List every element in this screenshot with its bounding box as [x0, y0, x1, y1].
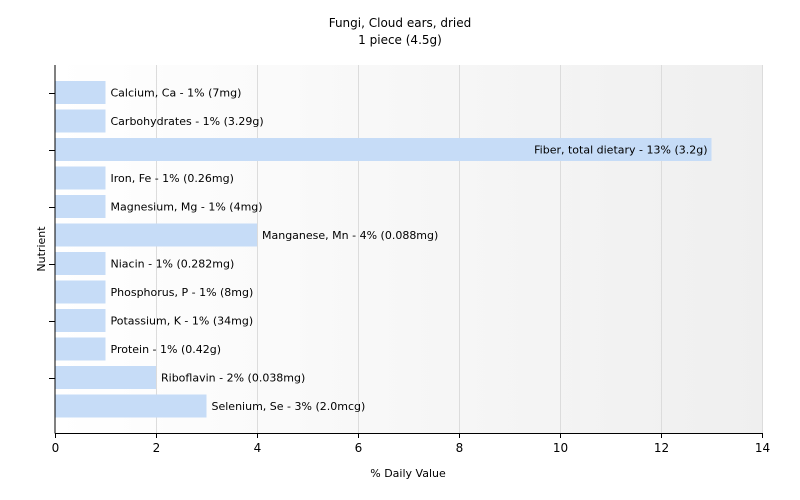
x-tick-label-6: 6 — [355, 441, 363, 455]
bar-label-8: Potassium, K - 1% (34mg) — [111, 315, 254, 328]
bar-2 — [55, 138, 712, 161]
bar-label-2: Fiber, total dietary - 13% (3.2g) — [534, 144, 707, 157]
x-tick-label-8: 8 — [456, 441, 464, 455]
bar-label-7: Phosphorus, P - 1% (8mg) — [111, 286, 254, 299]
bar-label-4: Magnesium, Mg - 1% (4mg) — [111, 201, 263, 214]
x-tick-label-0: 0 — [52, 441, 60, 455]
bar-8 — [55, 309, 106, 332]
bar-label-6: Niacin - 1% (0.282mg) — [111, 258, 235, 271]
bar-label-5: Manganese, Mn - 4% (0.088mg) — [262, 229, 438, 242]
bar-0 — [55, 81, 106, 104]
bar-4 — [55, 195, 106, 218]
bar-label-1: Carbohydrates - 1% (3.29g) — [111, 115, 264, 128]
bar-7 — [55, 280, 106, 304]
x-tick-label-10: 10 — [553, 441, 568, 455]
bar-label-11: Selenium, Se - 3% (2.0mcg) — [212, 400, 366, 413]
x-tick-label-2: 2 — [153, 441, 161, 455]
bar-1 — [55, 109, 106, 133]
bar-label-0: Calcium, Ca - 1% (7mg) — [111, 87, 242, 100]
grid-lines — [156, 65, 763, 433]
axes: 0 2 4 6 8 10 12 14 — [49, 65, 770, 455]
bar-label-10: Riboflavin - 2% (0.038mg) — [161, 372, 305, 385]
bars: Calcium, Ca - 1% (7mg) Carbohydrates - 1%… — [55, 81, 712, 418]
x-tick-label-14: 14 — [755, 441, 770, 455]
bar-label-9: Protein - 1% (0.42g) — [111, 343, 222, 356]
bar-11 — [55, 394, 207, 418]
plot-background — [55, 65, 762, 433]
x-tick-label-4: 4 — [254, 441, 262, 455]
bar-5 — [55, 223, 257, 247]
bar-9 — [55, 337, 106, 361]
x-tick-label-12: 12 — [654, 441, 669, 455]
bar-label-3: Iron, Fe - 1% (0.26mg) — [111, 172, 234, 185]
chart-subtitle: 1 piece (4.5g) — [358, 33, 442, 47]
y-axis-label: Nutrient — [35, 226, 48, 272]
x-axis-label: % Daily Value — [370, 467, 446, 480]
bar-3 — [55, 166, 106, 190]
chart-title: Fungi, Cloud ears, dried — [329, 16, 472, 30]
bar-10 — [55, 366, 156, 389]
bar-6 — [55, 252, 106, 275]
